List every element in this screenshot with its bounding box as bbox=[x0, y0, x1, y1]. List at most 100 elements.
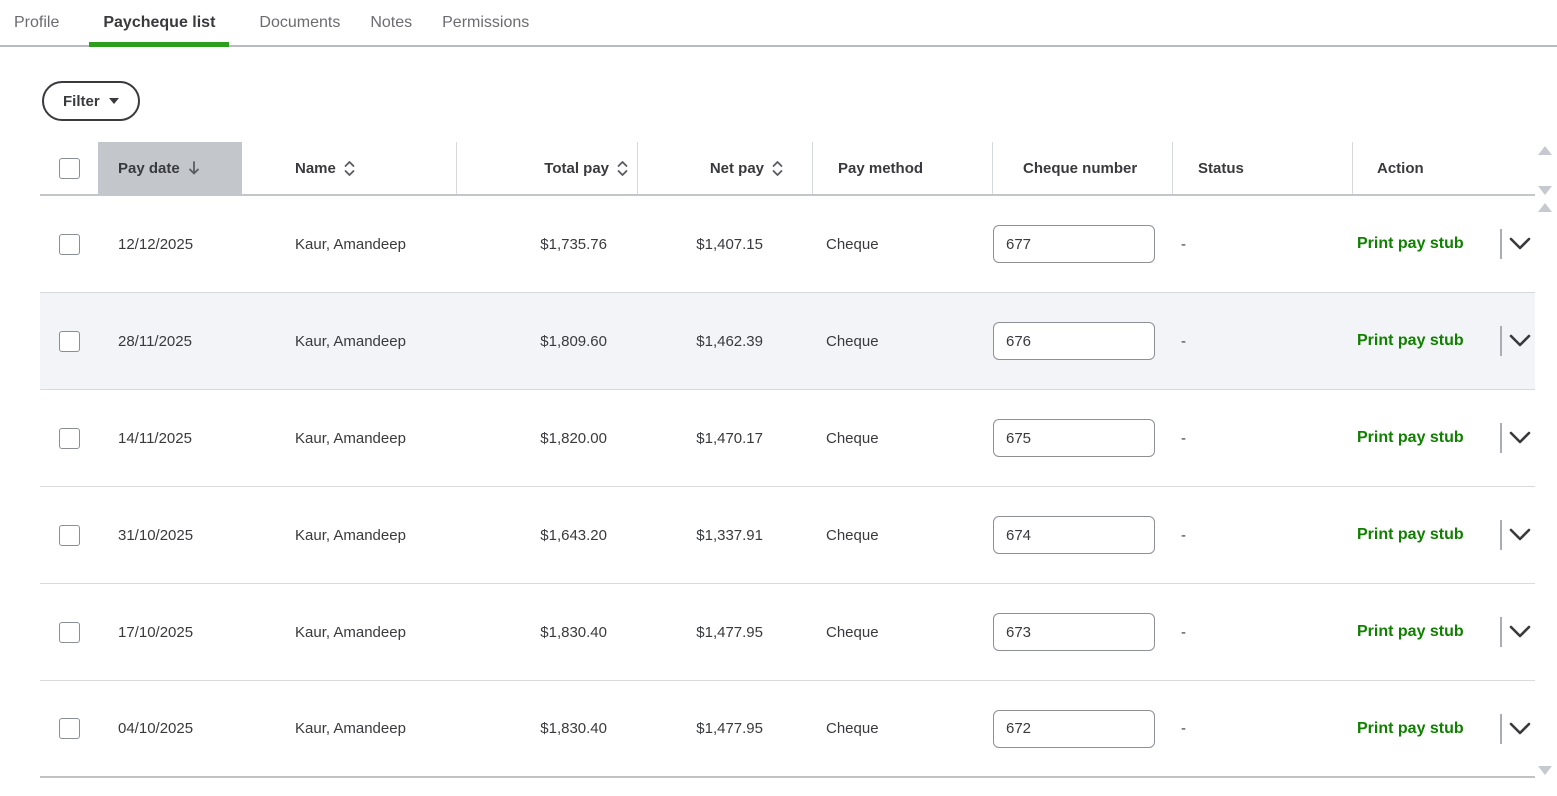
pay-method-cell: Cheque bbox=[826, 235, 879, 253]
column-label-total-pay: Total pay bbox=[544, 159, 609, 177]
row-checkbox[interactable] bbox=[58, 233, 80, 255]
pay-date-cell: 28/11/2025 bbox=[118, 332, 192, 350]
column-header-action: Action bbox=[1353, 142, 1535, 194]
cheque-number-input[interactable] bbox=[993, 419, 1155, 457]
sort-both-icon bbox=[617, 160, 628, 176]
table-header-row: Pay date Name Total pay Net pay Pay meth… bbox=[40, 142, 1535, 196]
paycheque-table: Pay date Name Total pay Net pay Pay meth… bbox=[40, 142, 1535, 778]
name-cell: Kaur, Amandeep bbox=[295, 429, 406, 447]
checkbox-cell bbox=[40, 681, 98, 776]
column-header-total-pay[interactable]: Total pay bbox=[457, 142, 638, 194]
action-divider bbox=[1500, 520, 1502, 550]
pay-date-cell: 12/12/2025 bbox=[118, 235, 194, 253]
tab-documents[interactable]: Documents bbox=[259, 13, 341, 31]
tab-paycheque-list[interactable]: Paycheque list bbox=[89, 0, 230, 47]
cheque-number-cell bbox=[993, 681, 1173, 776]
chevron-down-icon[interactable] bbox=[1507, 619, 1533, 645]
cheque-number-input[interactable] bbox=[993, 709, 1155, 748]
action-cell: Print pay stub bbox=[1353, 584, 1535, 680]
pay-date-cell: 14/11/2025 bbox=[118, 429, 192, 447]
column-header-cheque-number: Cheque number bbox=[993, 142, 1173, 194]
total-pay-cell: $1,735.76 bbox=[540, 235, 607, 253]
checkbox-cell bbox=[40, 487, 98, 583]
tab-profile[interactable]: Profile bbox=[14, 13, 60, 31]
cheque-number-input[interactable] bbox=[993, 613, 1155, 651]
print-pay-stub-link[interactable]: Print pay stub bbox=[1357, 526, 1464, 543]
tab-notes[interactable]: Notes bbox=[370, 13, 413, 31]
print-pay-stub-link[interactable]: Print pay stub bbox=[1357, 429, 1464, 446]
pay-method-cell: Cheque bbox=[826, 429, 879, 447]
cheque-number-cell bbox=[993, 390, 1173, 486]
net-pay-cell: $1,477.95 bbox=[696, 720, 763, 737]
cheque-number-cell bbox=[993, 584, 1173, 680]
caret-down-icon bbox=[108, 98, 119, 104]
total-pay-cell: $1,643.20 bbox=[540, 526, 607, 544]
print-pay-stub-link[interactable]: Print pay stub bbox=[1357, 235, 1464, 252]
action-divider bbox=[1500, 423, 1502, 453]
row-checkbox[interactable] bbox=[58, 718, 80, 739]
checkbox-cell bbox=[40, 390, 98, 486]
checkbox-cell bbox=[40, 293, 98, 389]
cheque-number-input[interactable] bbox=[993, 225, 1155, 263]
row-checkbox[interactable] bbox=[58, 524, 80, 546]
table-row: 12/12/2025 Kaur, Amandeep $1,735.76 $1,4… bbox=[40, 196, 1535, 293]
filter-button-label: Filter bbox=[63, 92, 100, 110]
action-divider bbox=[1500, 229, 1502, 259]
row-checkbox[interactable] bbox=[58, 621, 80, 643]
action-cell: Print pay stub bbox=[1353, 487, 1535, 583]
select-all-cell bbox=[40, 142, 98, 194]
cheque-number-input[interactable] bbox=[993, 516, 1155, 554]
select-all-checkbox[interactable] bbox=[58, 157, 80, 179]
net-pay-cell: $1,462.39 bbox=[696, 332, 763, 350]
column-header-pay-method: Pay method bbox=[813, 142, 993, 194]
pay-date-cell: 31/10/2025 bbox=[118, 526, 194, 544]
cheque-number-cell bbox=[993, 196, 1173, 292]
table-row: 31/10/2025 Kaur, Amandeep $1,643.20 $1,3… bbox=[40, 487, 1535, 584]
sort-desc-arrow-icon bbox=[188, 161, 199, 175]
action-cell: Print pay stub bbox=[1353, 681, 1535, 776]
action-cell: Print pay stub bbox=[1353, 390, 1535, 486]
column-header-pay-date[interactable]: Pay date bbox=[98, 142, 242, 194]
tab-bar: Profile Paycheque list Documents Notes P… bbox=[0, 0, 1557, 47]
status-cell: - bbox=[1181, 235, 1186, 253]
column-header-name[interactable]: Name bbox=[242, 142, 457, 194]
pay-method-cell: Cheque bbox=[826, 332, 879, 350]
column-header-status: Status bbox=[1173, 142, 1353, 194]
body-scroll-up-icon[interactable] bbox=[1538, 203, 1552, 212]
filter-button[interactable]: Filter bbox=[42, 81, 140, 121]
header-scroll-down-icon[interactable] bbox=[1538, 186, 1552, 195]
name-cell: Kaur, Amandeep bbox=[295, 623, 406, 641]
table-row: 17/10/2025 Kaur, Amandeep $1,830.40 $1,4… bbox=[40, 584, 1535, 681]
chevron-down-icon[interactable] bbox=[1507, 716, 1533, 742]
row-checkbox[interactable] bbox=[58, 427, 80, 449]
total-pay-cell: $1,830.40 bbox=[540, 720, 607, 737]
action-divider bbox=[1500, 326, 1502, 356]
column-label-name: Name bbox=[295, 159, 336, 177]
print-pay-stub-link[interactable]: Print pay stub bbox=[1357, 623, 1464, 640]
status-cell: - bbox=[1181, 720, 1186, 737]
column-label-action: Action bbox=[1377, 159, 1424, 177]
tab-permissions[interactable]: Permissions bbox=[442, 13, 530, 31]
action-divider bbox=[1500, 713, 1502, 744]
chevron-down-icon[interactable] bbox=[1507, 328, 1533, 354]
column-label-pay-date: Pay date bbox=[118, 159, 180, 177]
net-pay-cell: $1,407.15 bbox=[696, 235, 763, 253]
row-checkbox[interactable] bbox=[58, 330, 80, 352]
print-pay-stub-link[interactable]: Print pay stub bbox=[1357, 719, 1464, 737]
header-scroll-up-icon[interactable] bbox=[1538, 146, 1552, 155]
cheque-number-input[interactable] bbox=[993, 322, 1155, 360]
status-cell: - bbox=[1181, 429, 1186, 447]
body-scroll-down-icon[interactable] bbox=[1538, 766, 1552, 775]
cheque-number-cell bbox=[993, 487, 1173, 583]
chevron-down-icon[interactable] bbox=[1507, 425, 1533, 451]
status-cell: - bbox=[1181, 332, 1186, 350]
chevron-down-icon[interactable] bbox=[1507, 231, 1533, 257]
pay-method-cell: Cheque bbox=[826, 623, 879, 641]
column-header-net-pay[interactable]: Net pay bbox=[638, 142, 813, 194]
action-cell: Print pay stub bbox=[1353, 293, 1535, 389]
checkbox-cell bbox=[40, 196, 98, 292]
total-pay-cell: $1,830.40 bbox=[540, 623, 607, 641]
chevron-down-icon[interactable] bbox=[1507, 522, 1533, 548]
total-pay-cell: $1,809.60 bbox=[540, 332, 607, 350]
print-pay-stub-link[interactable]: Print pay stub bbox=[1357, 332, 1464, 349]
